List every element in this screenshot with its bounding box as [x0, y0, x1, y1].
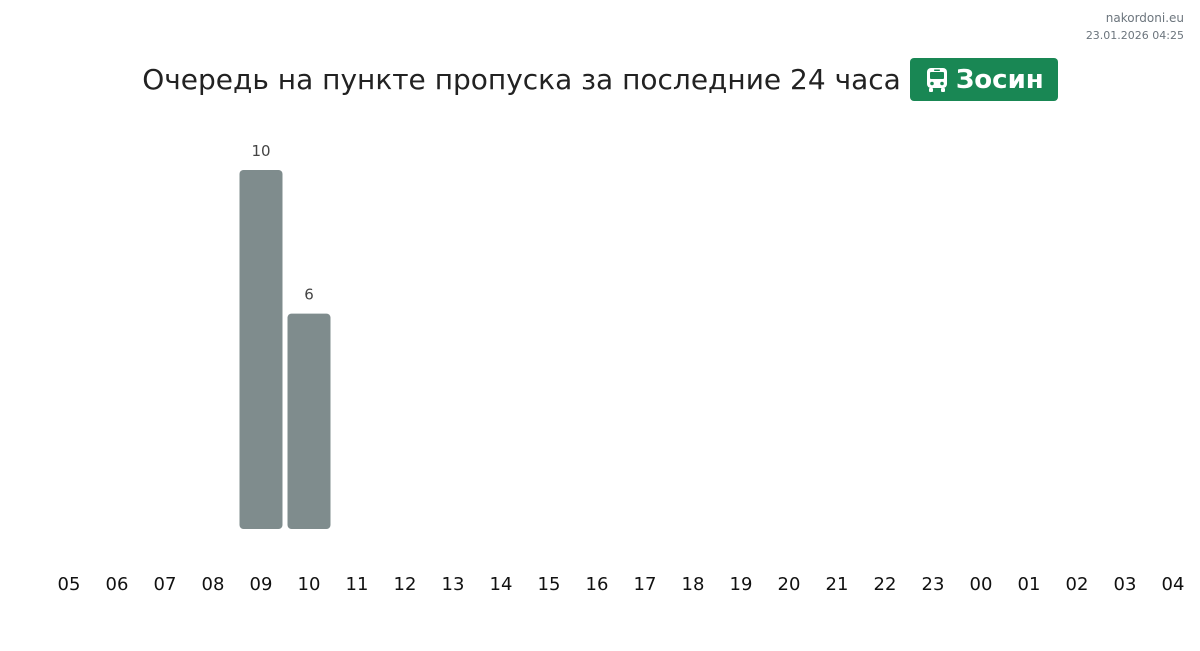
bus-icon: [926, 67, 947, 92]
x-tick-label: 20: [778, 574, 801, 595]
site-info: nakordoni.eu 23.01.2026 04:25: [1086, 10, 1184, 44]
x-tick-label: 19: [730, 574, 753, 595]
x-tick-label: 08: [202, 574, 225, 595]
x-tick-label: 02: [1066, 574, 1089, 595]
x-tick-label: 09: [250, 574, 273, 595]
checkpoint-badge: Зосин: [909, 58, 1058, 101]
bars-group: [239, 170, 331, 529]
x-tick-label: 07: [154, 574, 177, 595]
x-tick-label: 01: [1018, 574, 1041, 595]
bar-value-label: 10: [251, 142, 270, 160]
chart-title: Очередь на пункте пропуска за последние …: [0, 58, 1200, 101]
x-tick-label: 11: [346, 574, 369, 595]
x-tick-label: 03: [1114, 574, 1137, 595]
x-tick-label: 16: [586, 574, 609, 595]
x-tick-label: 18: [682, 574, 705, 595]
x-tick-label: 21: [826, 574, 849, 595]
x-tick-label: 12: [394, 574, 417, 595]
x-tick-label: 22: [874, 574, 897, 595]
x-tick-label: 10: [298, 574, 321, 595]
checkpoint-name: Зосин: [955, 64, 1044, 95]
x-tick-label: 04: [1162, 574, 1185, 595]
x-tick-label: 23: [922, 574, 945, 595]
bar-10[interactable]: [287, 313, 331, 529]
x-tick-label: 05: [58, 574, 81, 595]
data-labels-group: 10 6: [251, 142, 313, 304]
bar-value-label: 6: [304, 286, 314, 304]
x-tick-label: 17: [634, 574, 657, 595]
x-tick-label: 13: [442, 574, 465, 595]
site-name[interactable]: nakordoni.eu: [1105, 11, 1184, 25]
x-tick-label: 15: [538, 574, 561, 595]
x-tick-label: 06: [106, 574, 129, 595]
x-axis-ticks: 05 06 07 08 09 10 11 12 13 14 15 16 17 18 19 20 21 22 23 00…: [58, 574, 1185, 595]
x-tick-label: 00: [970, 574, 993, 595]
chart-title-text: Очередь на пункте пропуска за последние …: [142, 63, 901, 96]
bar-09[interactable]: [239, 170, 283, 529]
update-timestamp: 23.01.2026 04:25: [1085, 29, 1184, 42]
x-tick-label: 14: [490, 574, 513, 595]
